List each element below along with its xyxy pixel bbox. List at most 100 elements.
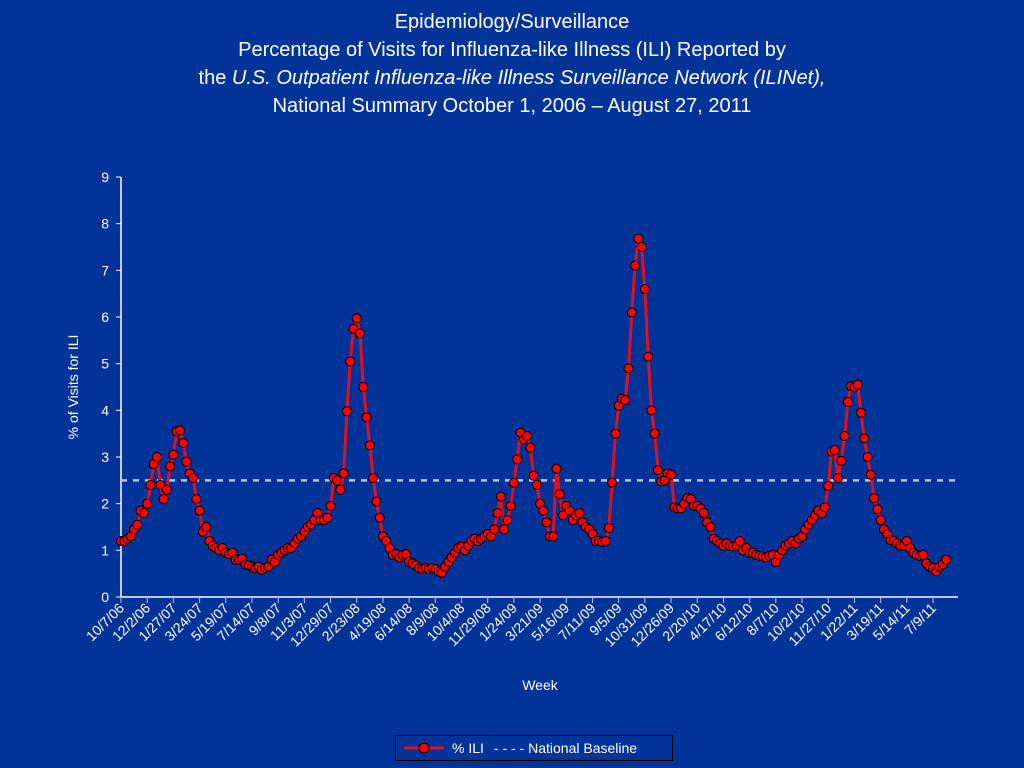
ili-data-point [364,440,375,451]
x-axis-label: Week [522,677,559,693]
ili-data-point [548,531,559,542]
ili-data-point [322,512,333,523]
title-line-3: the U.S. Outpatient Influenza-like Illne… [0,64,1024,92]
ili-data-point [345,356,356,367]
ili-data-point [492,508,503,518]
ili-data-point [138,508,149,518]
ili-data-point [869,493,880,504]
y-tick-label: 6 [101,309,109,325]
ili-data-point [495,491,506,502]
ili-data-point [538,505,549,516]
ili-data-point [643,351,654,362]
ili-data-point [855,407,866,418]
title-line-4: National Summary October 1, 2006 – Augus… [272,95,752,117]
ili-data-point [630,260,641,271]
ili-data-point [652,465,663,476]
y-tick-label: 3 [101,449,109,465]
ili-data-point [181,456,192,467]
ili-data-point [145,480,156,490]
ili-data-point [875,515,886,525]
y-tick-label: 8 [101,216,109,232]
ili-data-point [633,233,644,244]
title-line-3-prefix: the [198,67,232,89]
ili-data-point [823,480,834,491]
ili-data-point [178,438,189,448]
ili-data-point [508,477,519,488]
ili-data-point [168,449,179,460]
ili-data-point [623,363,634,374]
ili-data-point [371,496,382,507]
ili-data-point [918,550,929,560]
ili-data-point [174,425,185,436]
ili-data-point [603,522,614,533]
ili-data-point [829,445,840,455]
ili-data-point [351,313,362,324]
y-tick-label: 7 [101,262,109,278]
ili-data-point [341,406,352,417]
ili-data-point [833,473,844,483]
ili-data-point [132,519,143,530]
ili-data-point [358,382,369,392]
ili-data-point [607,477,618,488]
ili-data-point [610,428,621,439]
ili-data-point [541,517,552,528]
ili-data-point [531,480,542,490]
ili-data-point [361,412,372,423]
legend: % ILI - - - - National Baseline [395,735,673,761]
y-tick-label: 4 [101,402,109,418]
ili-data-point [819,502,830,513]
ili-data-point [335,484,346,495]
ili-data-point [859,433,870,444]
ili-data-point [666,469,677,480]
ili-data-point [636,242,647,252]
ili-data-point [600,536,611,546]
ili-data-point [646,405,657,416]
ili-data-point [734,536,745,546]
ili-data-point [528,470,539,481]
ili-data-point [554,489,565,500]
ili-data-point [489,524,500,535]
ili-data-point [194,505,205,516]
y-tick-label: 2 [101,496,109,512]
legend-baseline-label: - - - - National Baseline [493,740,638,756]
ili-data-point [191,494,202,504]
ili-data-point [499,524,510,535]
ili-data-point [525,442,536,453]
y-tick-label: 5 [101,356,109,372]
ili-data-point [355,328,366,339]
ili-data-point [325,501,336,511]
ili-data-point [368,473,379,483]
ili-data-point [201,522,212,532]
ili-data-point [332,475,343,486]
ili-data-point [505,501,516,511]
ili-data-point [551,463,562,474]
ili-data-point [698,508,709,518]
title-line-2: Percentage of Visits for Influenza-like … [238,39,786,61]
title-network-name: U.S. Outpatient Influenza-like Illness S… [231,67,826,89]
title-line-1: Epidemiology/Surveillance [394,11,630,33]
ili-data-point [338,468,349,479]
ili-data-point [161,484,172,495]
ili-data-point [620,395,631,406]
ili-data-point [941,554,952,565]
ili-data-point [842,396,853,407]
ili-data-point [374,512,385,523]
ili-data-point [152,452,163,462]
y-tick-label: 9 [101,169,109,185]
ili-data-point [649,428,660,439]
ili-data-point [574,508,585,518]
ili-data-point [522,431,532,441]
ili-data-point [158,494,169,504]
ili-data-point [502,515,513,525]
ili-series-line [121,238,948,575]
y-axis-label: % of Visits for ILI [65,335,81,440]
ili-data-point [705,522,716,532]
ili-data-point [142,498,153,509]
ili-data-point [865,469,876,480]
chart-title: Epidemiology/Surveillance Percentage of … [0,8,1024,120]
ili-data-point [839,431,850,441]
ili-data-point [188,473,199,483]
ili-data-point [852,379,863,390]
ili-data-point [165,461,176,472]
